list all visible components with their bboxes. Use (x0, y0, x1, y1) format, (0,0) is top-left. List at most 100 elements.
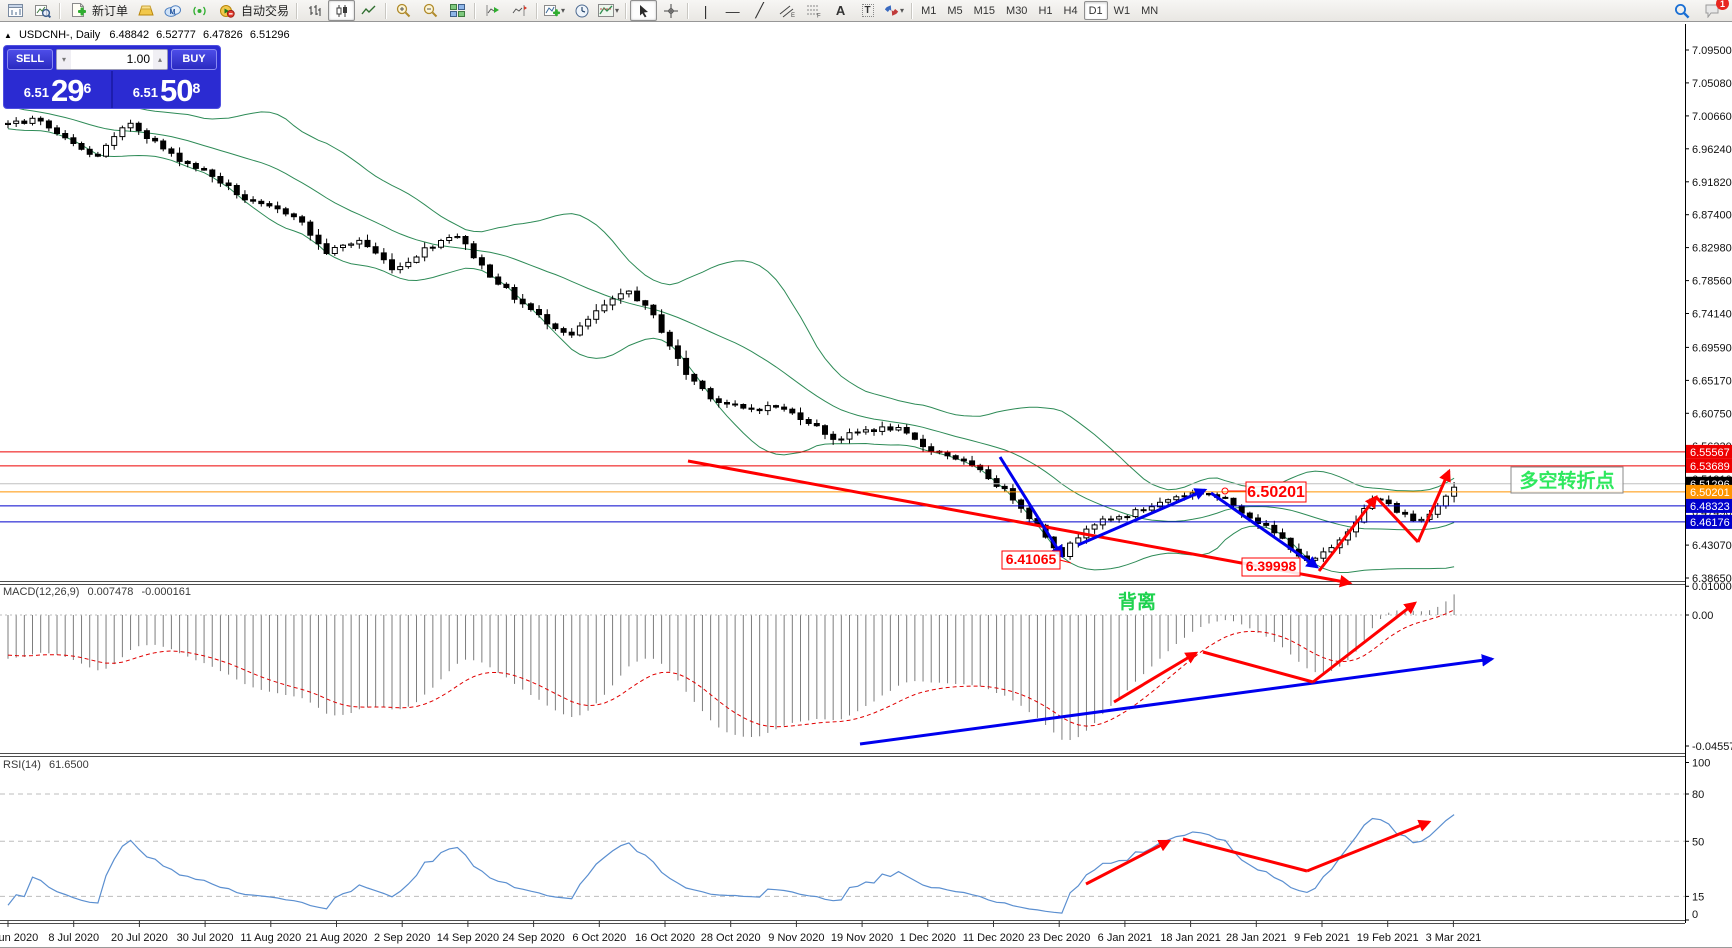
trend-arrow[interactable] (1418, 471, 1449, 542)
volume-input[interactable] (71, 50, 153, 69)
zoom-out-icon (423, 3, 438, 18)
date-tick-label: 28 Jan 2021 (1226, 932, 1287, 944)
rsi-pane (0, 794, 1685, 913)
bar-chart-mode-button[interactable] (301, 0, 328, 21)
date-tick-label: 3 Mar 2021 (1426, 932, 1482, 944)
buy-price[interactable]: 6.51 50 8 (113, 71, 220, 108)
cursor-tool-button[interactable] (630, 0, 657, 21)
buy-button[interactable]: BUY (171, 49, 217, 70)
equidistant-channel-tool[interactable]: E (773, 0, 800, 21)
arrows-tool[interactable]: ▾ (881, 0, 908, 21)
trendline-tool[interactable]: ╱ (746, 0, 773, 21)
crosshair-tool-button[interactable] (657, 0, 684, 21)
new-order-button[interactable] (64, 0, 91, 21)
text-label-tool[interactable]: T (854, 0, 881, 21)
price-axis[interactable]: 7.095007.050807.006606.962406.918206.874… (1685, 45, 1732, 921)
candlestick-mode-button[interactable] (328, 0, 355, 21)
line-chart-mode-button[interactable] (355, 0, 382, 21)
volume-up-button[interactable]: ▴ (153, 50, 167, 69)
price-tick-label: 6.65170 (1692, 375, 1732, 387)
search-icon (1674, 3, 1690, 19)
zoom-out-button[interactable] (417, 0, 444, 21)
horizontal-line-tool[interactable]: — (719, 0, 746, 21)
symbol-title: USDCNH-, Daily (19, 29, 100, 41)
chart-shift-icon (512, 4, 527, 17)
sell-price[interactable]: 6.51 29 6 (4, 71, 113, 108)
templates-button[interactable]: ▾ (595, 0, 622, 21)
timeframe-button-MN[interactable]: MN (1136, 1, 1163, 20)
timeframe-button-H4[interactable]: H4 (1059, 1, 1083, 20)
notifications-button[interactable]: 1 (1699, 0, 1726, 21)
label-icon: T (862, 4, 874, 17)
auto-scroll-button[interactable] (479, 0, 506, 21)
trend-arrow[interactable] (1183, 839, 1307, 871)
date-tick-label: 16 Oct 2020 (635, 932, 695, 944)
date-tick-label: 8 Jul 2020 (48, 932, 99, 944)
notification-badge: 1 (1716, 0, 1729, 10)
period-clock-button[interactable] (568, 0, 595, 21)
annotation-text[interactable]: 多空转折点 (1519, 469, 1614, 492)
buy-price-small: 6.51 (133, 80, 158, 106)
sell-button[interactable]: SELL (7, 49, 53, 70)
chevron-down-icon: ▾ (561, 6, 565, 15)
timeframe-button-W1[interactable]: W1 (1109, 1, 1136, 20)
chart-shift-button[interactable] (506, 0, 533, 21)
trend-arrow[interactable] (1086, 841, 1169, 884)
trend-arrow[interactable] (1203, 652, 1313, 682)
text-tool[interactable]: A (827, 0, 854, 21)
price-tag-text: 6.39998 (1246, 558, 1297, 574)
volume-down-button[interactable]: ▾ (57, 50, 71, 69)
autotrade-button[interactable] (213, 0, 240, 21)
toolbar: 新订单 M 自动交易 (0, 0, 1732, 22)
trend-arrow[interactable] (860, 659, 1492, 744)
toolbar-separator (911, 3, 913, 19)
fibonacci-tool[interactable]: F (800, 0, 827, 21)
sell-price-big: 29 (51, 75, 83, 106)
timeframe-button-D1[interactable]: D1 (1084, 1, 1108, 20)
trend-arrow[interactable] (1078, 490, 1205, 545)
market-button[interactable] (132, 0, 159, 21)
price-marker-value: 6.53689 (1690, 461, 1730, 473)
price-marker-value: 6.46176 (1690, 517, 1730, 529)
new-order-icon (70, 3, 86, 18)
toolbar-separator (474, 3, 476, 19)
trend-arrow[interactable] (1319, 497, 1376, 571)
date-tick-label: 20 Jul 2020 (111, 932, 168, 944)
trend-arrow[interactable] (1307, 822, 1429, 871)
date-tick-label: 24 Sep 2020 (502, 932, 564, 944)
timeframe-button-H1[interactable]: H1 (1033, 1, 1057, 20)
price-tick-label: 6.69590 (1692, 342, 1732, 354)
date-tick-label: 11 Aug 2020 (240, 932, 301, 944)
community-button[interactable]: M (159, 0, 186, 21)
new-chart-button[interactable]: ▾ (541, 0, 568, 21)
market-watch-button[interactable] (29, 0, 56, 21)
signals-button[interactable] (186, 0, 213, 21)
search-button[interactable] (1668, 0, 1695, 21)
timeframe-button-M30[interactable]: M30 (1001, 1, 1032, 20)
autotrade-label[interactable]: 自动交易 (241, 2, 289, 19)
toolbar-separator (687, 3, 689, 19)
trend-arrow[interactable] (1114, 653, 1196, 702)
tile-windows-button[interactable] (444, 0, 471, 21)
trend-arrow[interactable] (1211, 493, 1317, 567)
rsi-axis-label: 15 (1692, 891, 1704, 903)
macd-axis-label: -0.045577 (1692, 741, 1732, 753)
timeframe-button-M15[interactable]: M15 (969, 1, 1000, 20)
chart-window-button[interactable] (2, 0, 29, 21)
timeframe-button-M1[interactable]: M1 (916, 1, 941, 20)
vertical-line-tool[interactable]: | (692, 0, 719, 21)
price-tag-text: 6.50201 (1247, 484, 1305, 501)
collapse-arrow-icon[interactable]: ▲ (4, 31, 12, 40)
zoom-in-button[interactable] (390, 0, 417, 21)
toolbar-right: 1 (1668, 0, 1730, 21)
new-order-label[interactable]: 新订单 (92, 2, 128, 19)
trend-arrow[interactable] (1000, 457, 1062, 556)
toolbar-separator (296, 3, 298, 19)
candles (6, 116, 1457, 563)
annotation-text[interactable]: 背离 (1118, 590, 1156, 613)
timeframe-button-M5[interactable]: M5 (942, 1, 967, 20)
